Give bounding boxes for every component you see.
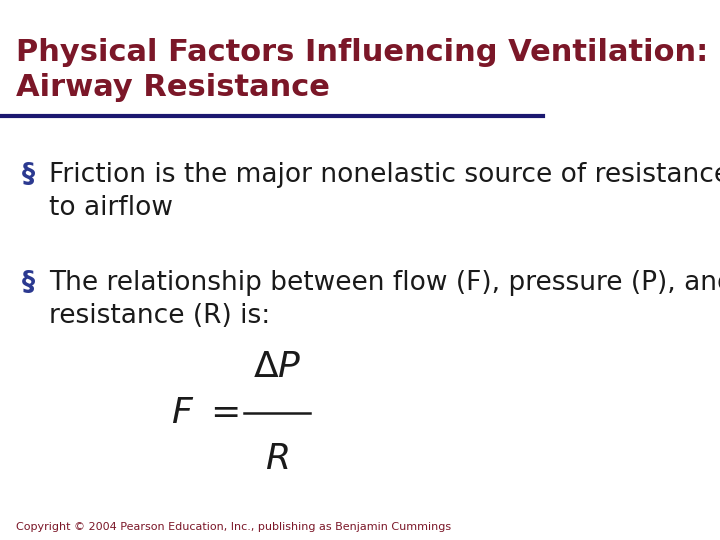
Text: Friction is the major nonelastic source of resistance
to airflow: Friction is the major nonelastic source … (49, 162, 720, 221)
Text: $R$: $R$ (265, 442, 289, 476)
Text: $\Delta P$: $\Delta P$ (253, 350, 301, 384)
Text: §: § (22, 162, 35, 188)
Text: §: § (22, 270, 35, 296)
Text: Copyright © 2004 Pearson Education, Inc., publishing as Benjamin Cummings: Copyright © 2004 Pearson Education, Inc.… (17, 522, 451, 532)
Text: The relationship between flow (F), pressure (P), and
resistance (R) is:: The relationship between flow (F), press… (49, 270, 720, 329)
Text: $F\ =$: $F\ =$ (171, 396, 239, 430)
Text: Physical Factors Influencing Ventilation:
Airway Resistance: Physical Factors Influencing Ventilation… (17, 38, 708, 102)
